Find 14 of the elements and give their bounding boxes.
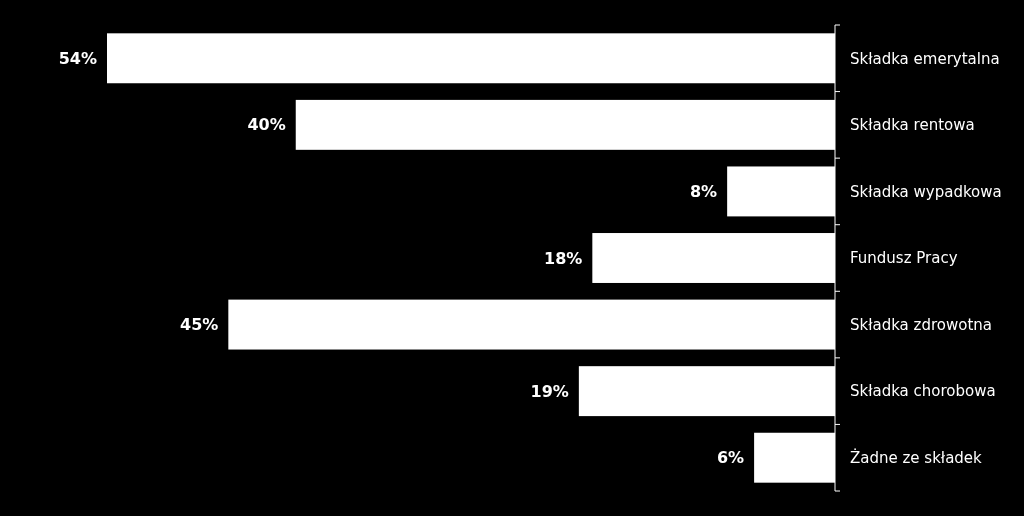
y-tick-label: Żadne ze składek: [850, 447, 983, 467]
y-tick-label: Fundusz Pracy: [850, 249, 958, 268]
data-label: 19%: [530, 381, 569, 401]
data-label: 6%: [716, 448, 745, 468]
y-tick-label: Składka zdrowotna: [850, 315, 993, 334]
data-label: 40%: [247, 115, 286, 135]
data-label: 45%: [180, 315, 219, 335]
y-tick-label: Składka chorobowa: [850, 382, 996, 401]
data-label: 18%: [544, 248, 583, 268]
y-tick-label: Składka rentowa: [850, 116, 975, 135]
y-tick-label: Składka emerytalna: [850, 49, 1000, 68]
data-label: 54%: [58, 48, 97, 68]
data-label: 8%: [689, 182, 718, 202]
y-tick-label: Składka wypadkowa: [850, 182, 1002, 201]
